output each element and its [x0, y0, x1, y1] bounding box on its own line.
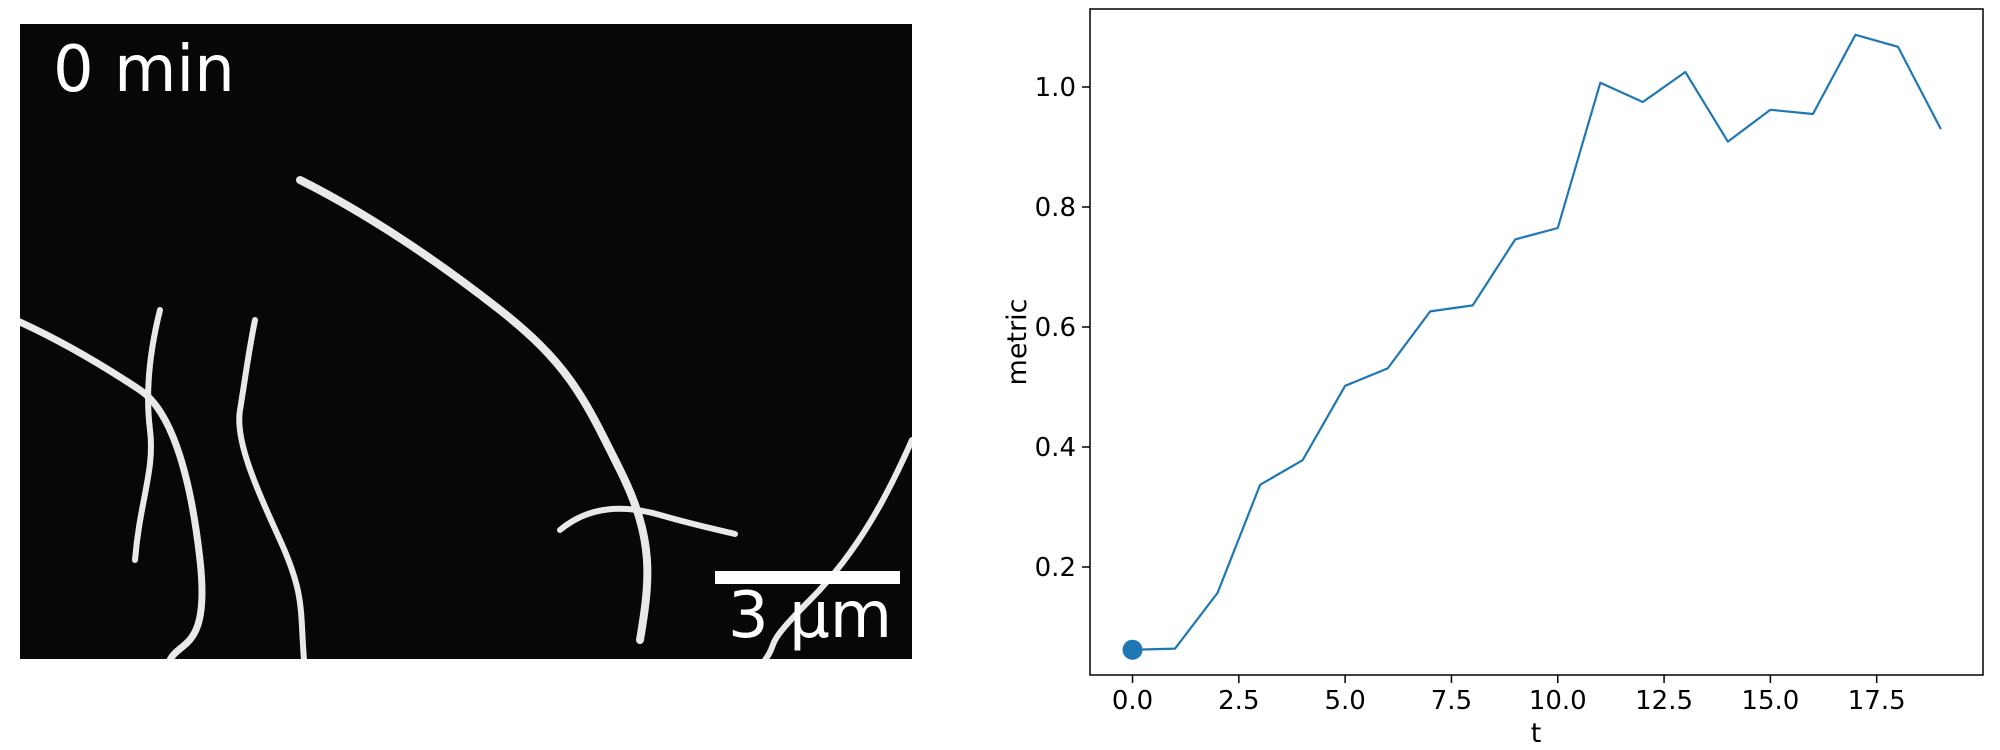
- time-label: 0 min: [53, 33, 235, 107]
- series-layer: [1122, 33, 1942, 660]
- y-tick-label: 0.4: [1035, 433, 1076, 463]
- scale-label: 3 μm: [728, 579, 892, 653]
- micrograph-filaments: [20, 176, 912, 659]
- micrograph-panel: 0 min 3 μm: [20, 24, 912, 659]
- y-tick-label: 1.0: [1035, 73, 1076, 103]
- x-tick-label: 10.0: [1529, 686, 1587, 716]
- filament-left-branch: [20, 318, 206, 659]
- current-time-marker: [1122, 639, 1143, 660]
- x-tick-label: 5.0: [1324, 686, 1365, 716]
- filament-left-fork-a: [132, 307, 163, 563]
- y-tick-label: 0.2: [1035, 553, 1076, 583]
- scale-bar: [715, 571, 900, 584]
- y-axis-title: metric: [1002, 299, 1033, 386]
- filament-left-fork-b: [236, 317, 307, 659]
- x-tick-label: 7.5: [1431, 686, 1472, 716]
- y-tick-label: 0.8: [1035, 193, 1076, 223]
- plot-area: [1089, 8, 1984, 676]
- y-ticks: 0.2 0.4 0.6 0.8 1.0: [1035, 73, 1090, 583]
- x-tick-label: 15.0: [1741, 686, 1799, 716]
- x-tick-label: 2.5: [1218, 686, 1259, 716]
- filament-main-arc: [296, 176, 652, 644]
- x-tick-label: 0.0: [1112, 686, 1153, 716]
- x-tick-label: 12.5: [1635, 686, 1693, 716]
- micrograph-image: [20, 24, 912, 659]
- x-ticks: 0.0 2.5 5.0 7.5 10.0 12.5 15.0 17.5: [1112, 675, 1906, 716]
- plot-frame: [1089, 8, 1984, 676]
- x-tick-label: 17.5: [1848, 686, 1906, 716]
- metric-line: [1131, 33, 1942, 651]
- y-tick-label: 0.6: [1035, 313, 1076, 343]
- filament-lower-branch: [557, 505, 738, 537]
- filament-right-edge: [762, 437, 912, 659]
- x-axis-title: t: [1531, 718, 1542, 749]
- line-chart: 0.0 2.5 5.0 7.5 10.0 12.5 15.0 17.5 0.20.40.60.…: [1002, 8, 1984, 749]
